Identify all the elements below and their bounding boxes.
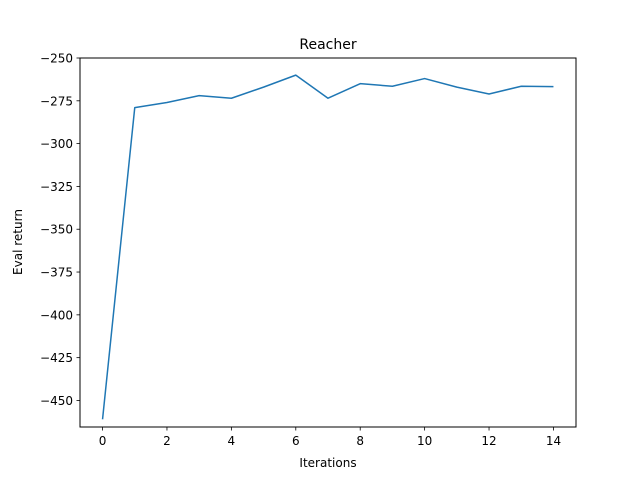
y-tick-label: −400	[40, 308, 73, 322]
x-tick-label: 12	[481, 434, 496, 448]
x-tick-label: 4	[228, 434, 236, 448]
plot-area	[101, 74, 554, 420]
y-tick-label: −450	[40, 394, 73, 408]
y-tick-label: −250	[40, 52, 73, 66]
x-axis: 0 2 4 6 8 10 12 14	[99, 427, 561, 448]
x-axis-title: Iterations	[299, 456, 356, 470]
y-tick-label: −425	[40, 351, 73, 365]
x-tick-label: 8	[356, 434, 364, 448]
y-axis-title: Eval return	[11, 209, 25, 275]
plot-frame	[79, 57, 577, 428]
chart-title: Reacher	[299, 37, 356, 53]
x-tick-label: 10	[417, 434, 432, 448]
y-tick-label: −325	[40, 180, 73, 194]
y-tick-label: −375	[40, 266, 73, 280]
y-axis: −250 −275 −300 −325 −350 −375 −400 −425 −450	[40, 52, 80, 408]
y-tick-label: −275	[40, 94, 73, 108]
x-tick-label: 0	[99, 434, 107, 448]
x-tick-label: 14	[546, 434, 561, 448]
x-tick-label: 2	[163, 434, 171, 448]
x-tick-label: 6	[292, 434, 300, 448]
y-tick-label: −350	[40, 223, 73, 237]
series-line-0	[101, 74, 554, 420]
y-tick-label: −300	[40, 137, 73, 151]
